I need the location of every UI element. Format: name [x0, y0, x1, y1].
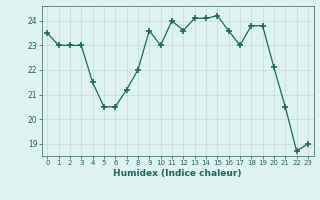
- X-axis label: Humidex (Indice chaleur): Humidex (Indice chaleur): [113, 169, 242, 178]
